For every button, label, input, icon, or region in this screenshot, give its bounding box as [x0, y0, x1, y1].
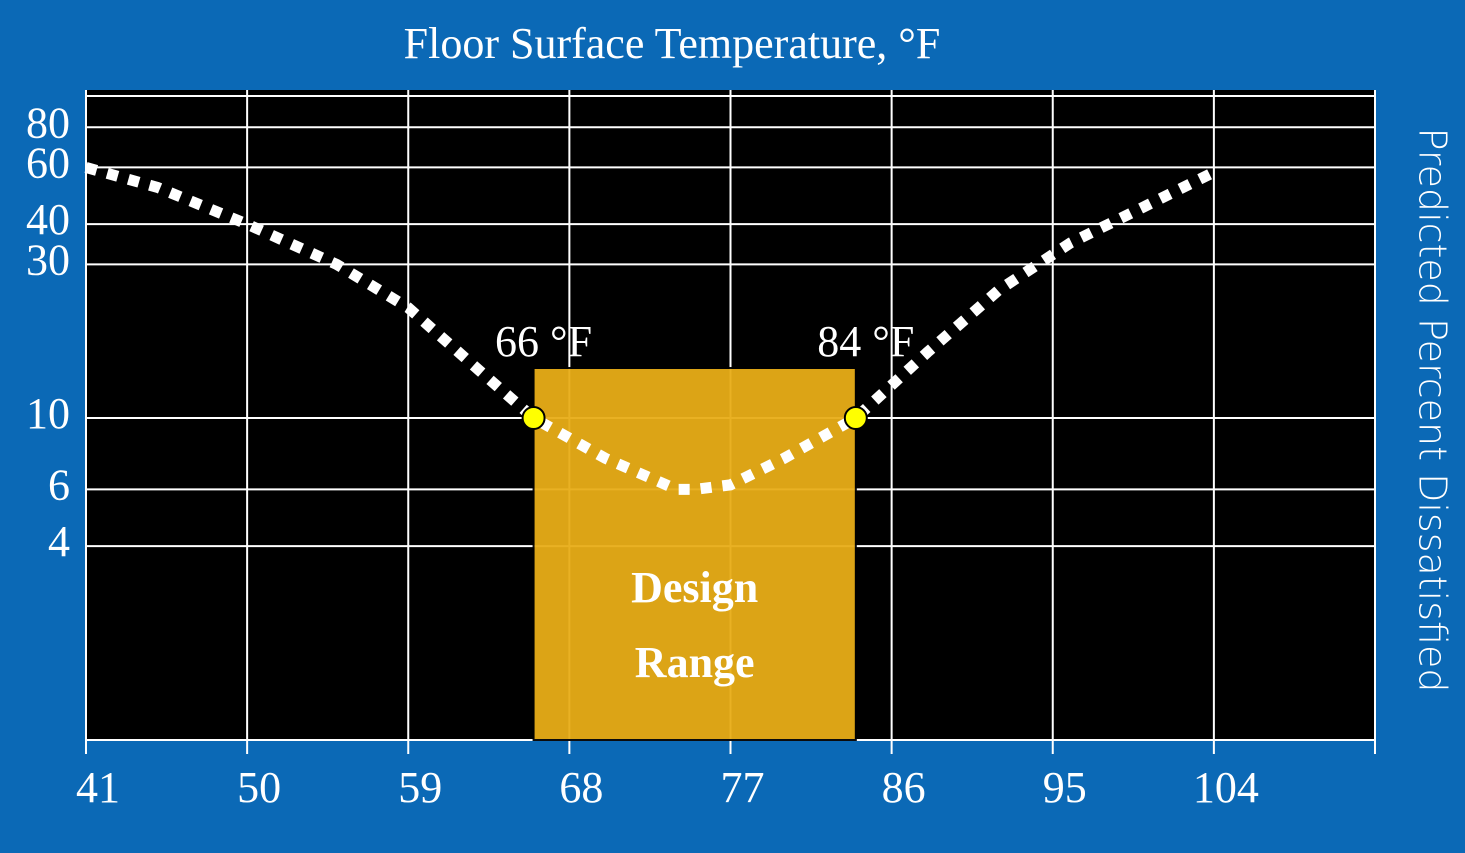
- design-range-label: Design: [631, 563, 758, 612]
- x-tick-label: 77: [721, 763, 765, 812]
- x-tick-label: 95: [1043, 763, 1087, 812]
- y-axis-label: Predicted Percent Dissatisfied: [1411, 128, 1455, 693]
- x-tick-label: 41: [76, 763, 120, 812]
- y-tick-label: 80: [26, 98, 70, 147]
- highlight-label: 66 °F: [495, 317, 592, 366]
- design-range-label: Range: [635, 638, 755, 687]
- data-line: [84, 162, 1217, 495]
- y-tick-label: 4: [48, 517, 70, 566]
- highlight-marker: [521, 406, 546, 430]
- y-tick-label: 40: [26, 195, 70, 244]
- chart-title: Floor Surface Temperature, °F: [404, 19, 941, 68]
- x-tick-label: 104: [1193, 763, 1259, 812]
- design-range: [532, 367, 857, 741]
- highlight-label: 84 °F: [817, 317, 914, 366]
- x-tick-label: 68: [559, 763, 603, 812]
- y-tick-label: 30: [26, 235, 70, 284]
- x-tick-label: 59: [398, 763, 442, 812]
- x-tick-label: 86: [882, 763, 926, 812]
- y-tick-label: 60: [26, 139, 70, 188]
- y-tick-label: 10: [26, 389, 70, 438]
- x-tick-label: 50: [237, 763, 281, 812]
- highlight-marker: [843, 406, 868, 430]
- y-tick-label: 6: [48, 461, 70, 510]
